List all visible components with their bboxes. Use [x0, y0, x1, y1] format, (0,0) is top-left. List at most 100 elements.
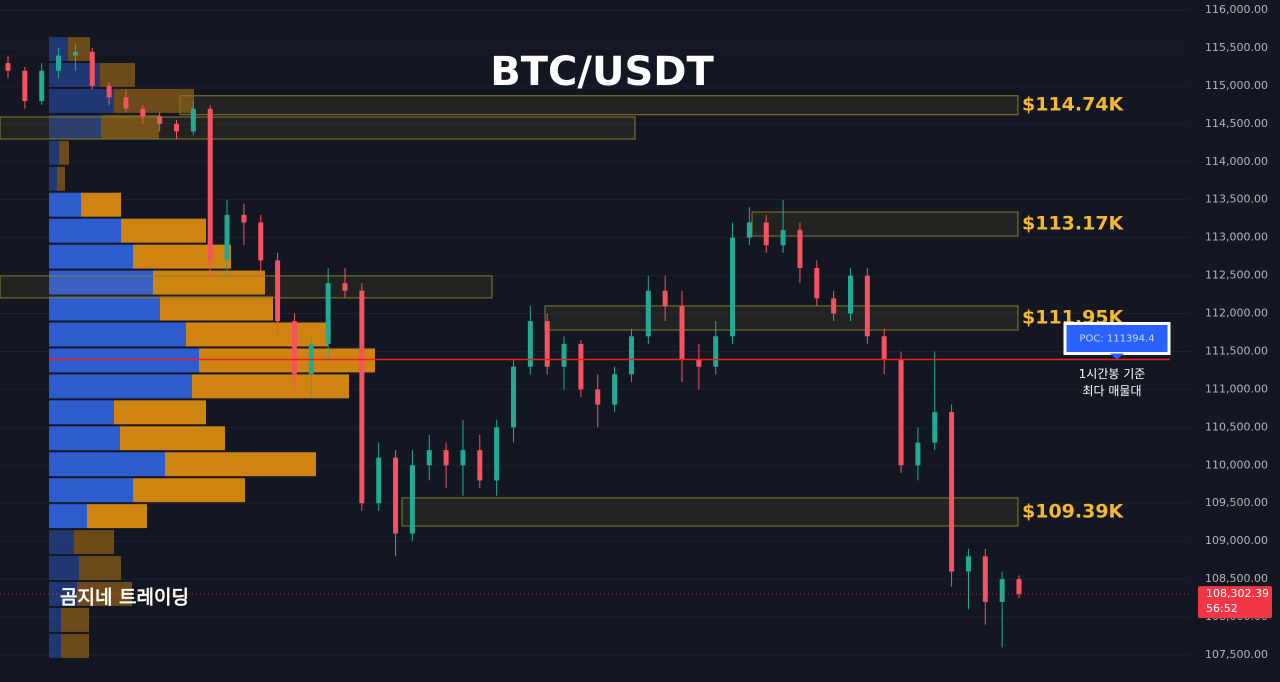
y-tick-label: 112,000.00: [1205, 307, 1268, 320]
candle-body: [696, 359, 702, 367]
profile-buy-bar: [49, 348, 199, 373]
profile-sell-bar: [121, 218, 206, 243]
candle-body: [965, 556, 971, 572]
candle-body: [342, 283, 348, 291]
profile-buy-bar: [49, 270, 153, 295]
profile-sell-bar: [192, 374, 349, 399]
profile-sell-bar: [100, 62, 135, 87]
candle-body: [730, 237, 736, 337]
candle-body: [207, 108, 213, 261]
profile-sell-bar: [133, 244, 231, 269]
chart-title: BTC/USDT: [490, 49, 714, 95]
candle-body: [22, 70, 28, 102]
candle-body: [544, 321, 550, 367]
watermark: 곰지네 트레이딩: [60, 587, 189, 609]
candle-body: [662, 290, 668, 306]
zone: [401, 497, 1019, 527]
profile-sell-bar: [186, 322, 328, 347]
candle-body: [56, 55, 62, 71]
profile-buy-bar: [49, 452, 165, 477]
profile-buy-bar: [49, 607, 61, 632]
y-tick-label: 109,500.00: [1205, 496, 1268, 509]
candle-body: [5, 63, 11, 71]
profile-buy-bar: [49, 400, 114, 425]
candle-body: [174, 123, 179, 132]
last-price-label: 108,302.39: [1206, 587, 1269, 600]
profile-sell-bar: [87, 504, 147, 529]
profile-sell-bar: [120, 426, 225, 451]
candle-body: [72, 51, 78, 56]
candle-body: [39, 70, 45, 102]
profile-sell-bar: [61, 633, 89, 658]
candle-body: [241, 214, 247, 223]
candle-body: [291, 321, 297, 375]
y-tick-label: 110,000.00: [1205, 458, 1268, 471]
candle-body: [527, 321, 533, 367]
y-tick-label: 113,500.00: [1205, 193, 1268, 206]
profile-buy-bar: [49, 114, 101, 139]
candle-body: [224, 214, 230, 261]
zone: [0, 116, 636, 140]
candle-body: [612, 374, 618, 405]
candle-body: [982, 556, 988, 602]
y-tick-label: 115,500.00: [1205, 41, 1268, 54]
y-tick-label: 110,500.00: [1205, 420, 1268, 433]
candle-body: [578, 343, 584, 390]
profile-sell-bar: [57, 166, 65, 191]
profile-sell-bar: [101, 114, 159, 139]
profile-sell-bar: [74, 530, 114, 555]
y-tick-label: 114,000.00: [1205, 155, 1268, 168]
zone: [179, 95, 1019, 116]
y-tick-label: 109,000.00: [1205, 534, 1268, 547]
zone-label: $114.74K: [1022, 94, 1125, 116]
candle-body: [376, 457, 382, 504]
profile-buy-bar: [49, 374, 192, 399]
candle-body: [511, 366, 516, 428]
candle-body: [258, 222, 264, 261]
profile-buy-bar: [49, 530, 74, 555]
candle-body: [780, 230, 786, 246]
profile-sell-bar: [59, 140, 69, 165]
profile-buy-bar: [49, 633, 61, 658]
y-tick-label: 108,500.00: [1205, 572, 1268, 585]
candle-body: [460, 450, 466, 466]
candle-body: [140, 108, 146, 117]
profile-buy-bar: [49, 478, 133, 503]
profile-buy-bar: [49, 504, 87, 529]
y-tick-label: 114,500.00: [1205, 117, 1268, 130]
candle-body: [106, 85, 112, 98]
profile-sell-bar: [160, 296, 273, 321]
candle-body: [409, 465, 415, 534]
zone-label: $113.17K: [1022, 212, 1125, 234]
candle-body: [746, 222, 752, 238]
candle-body: [881, 336, 887, 360]
profile-buy-bar: [49, 556, 79, 581]
profile-buy-bar: [49, 582, 77, 606]
profile-buy-bar: [49, 88, 114, 113]
profile-sell-bar: [133, 478, 245, 503]
candle-body: [999, 579, 1005, 602]
profile-buy-bar: [49, 140, 59, 165]
candle-body: [1016, 579, 1022, 595]
profile-sell-bar: [199, 348, 375, 373]
y-tick-label: 107,500.00: [1205, 648, 1268, 661]
candle-body: [915, 442, 921, 466]
candle-body: [275, 260, 281, 322]
candle-body: [645, 290, 651, 337]
zone: [751, 211, 1019, 237]
last-price-timer: 56:52: [1206, 602, 1238, 615]
profile-buy-bar: [49, 322, 186, 347]
profile-sell-bar: [61, 607, 89, 632]
candle-body: [561, 343, 567, 367]
last-price-box: [1198, 586, 1272, 619]
candle-body: [949, 412, 955, 572]
candle-body: [932, 412, 938, 443]
y-tick-label: 116,000.00: [1205, 3, 1268, 16]
profile-buy-bar: [49, 62, 100, 87]
candle-body: [831, 298, 837, 314]
candle-body: [393, 457, 399, 534]
candle-body: [595, 389, 601, 405]
candle-body: [325, 283, 331, 344]
candle-body: [426, 450, 432, 466]
